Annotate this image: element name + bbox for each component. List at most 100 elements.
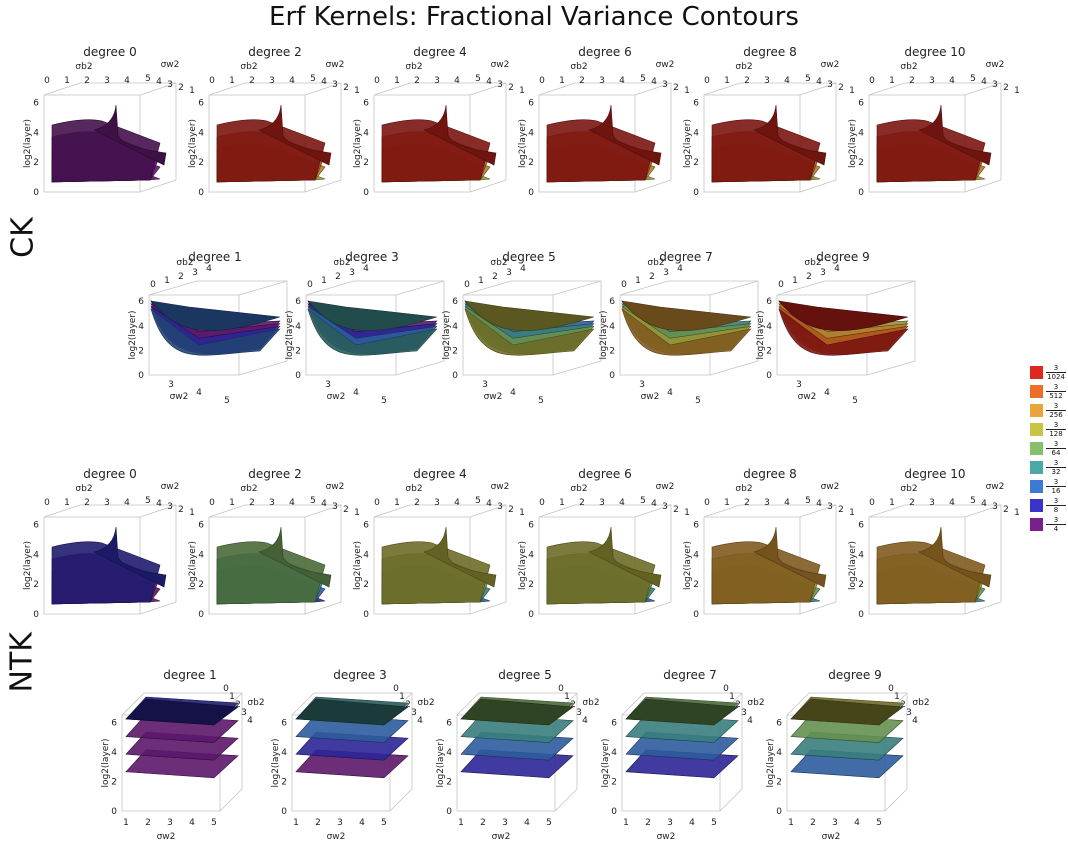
z-tick-label: 0 xyxy=(198,188,204,198)
sb-axis-label: σb2 xyxy=(75,62,92,72)
sb-axis-label: σb2 xyxy=(247,698,264,708)
box-edge xyxy=(799,601,837,615)
sb-tick-label: 2 xyxy=(414,76,420,86)
sb-tick-label: 3 xyxy=(576,708,582,718)
sw-tick-label: 5 xyxy=(970,74,976,84)
z-axis-label: log2(layer) xyxy=(188,119,198,168)
sb-tick-label: 0 xyxy=(223,684,229,694)
sb-axis-label: σb2 xyxy=(735,484,752,494)
panel-title: degree 7 xyxy=(659,250,713,264)
sw-tick-label: 2 xyxy=(1003,83,1009,93)
sw-tick-label: 3 xyxy=(167,502,173,512)
sb-tick-label: 4 xyxy=(619,76,625,86)
box-edge xyxy=(373,504,411,518)
z-tick-label: 4 xyxy=(766,322,772,332)
surface-3-256 xyxy=(876,541,986,605)
legend-numerator: 3 xyxy=(1046,440,1066,449)
z-tick-label: 2 xyxy=(33,158,39,168)
z-axis-label: log2(layer) xyxy=(601,738,611,787)
legend-denominator: 1024 xyxy=(1047,373,1065,381)
sb-tick-label: 2 xyxy=(249,76,255,86)
sb-tick-label: 0 xyxy=(704,76,710,86)
box-edge xyxy=(799,179,837,193)
sw-tick-label: 4 xyxy=(321,499,327,509)
legend-numerator: 3 xyxy=(1046,497,1066,506)
surface-3-64 xyxy=(216,541,326,605)
sb-tick-label: 3 xyxy=(764,76,770,86)
sw-tick-label: 4 xyxy=(981,77,987,87)
sb-tick-label: 4 xyxy=(363,264,369,274)
box-edge xyxy=(964,179,1002,193)
box-edge xyxy=(703,82,741,96)
legend-item: 3 128 xyxy=(1030,421,1066,440)
z-tick-label: 4 xyxy=(33,550,39,560)
legend-numerator: 3 xyxy=(1046,364,1066,373)
panel-title: degree 5 xyxy=(498,668,552,682)
sb-tick-label: 2 xyxy=(335,272,341,282)
sb-axis-label: σb2 xyxy=(570,484,587,494)
sb-tick-label: 2 xyxy=(579,76,585,86)
surface-3-8 xyxy=(51,541,161,605)
box-edge xyxy=(719,788,743,812)
surface-back-sheet xyxy=(621,300,751,331)
z-axis-label: log2(layer) xyxy=(756,310,766,359)
sw-tick-label: 4 xyxy=(816,77,822,87)
sw-tick-label: 1 xyxy=(1014,86,1020,96)
z-tick-label: 4 xyxy=(363,128,369,138)
sb-tick-label: 4 xyxy=(582,716,588,726)
z-tick-label: 4 xyxy=(528,128,534,138)
z-tick-label: 2 xyxy=(858,158,864,168)
surface-back-sheet xyxy=(150,300,280,331)
sb-tick-label: 1 xyxy=(164,276,170,286)
sw-tick-label: 5 xyxy=(381,818,387,828)
legend: 3 1024 3 512 3 256 3 128 3 64 3 32 3 16 3 8 3 4 xyxy=(1030,364,1066,535)
sb-tick-label: 0 xyxy=(558,684,564,694)
sw-tick-label: 2 xyxy=(838,83,844,93)
box-edge xyxy=(866,360,916,376)
legend-label: 3 64 xyxy=(1046,440,1066,457)
z-axis-label: log2(layer) xyxy=(128,310,138,359)
z-tick-label: 6 xyxy=(198,520,204,530)
box-edge xyxy=(964,504,1002,518)
sw-tick-label: 1 xyxy=(189,86,195,96)
sw-tick-label: 3 xyxy=(796,380,802,390)
sb-tick-label: 1 xyxy=(724,76,730,86)
panel-title: degree 8 xyxy=(743,467,797,481)
z-tick-label: 4 xyxy=(281,748,287,758)
sb-tick-label: 1 xyxy=(889,498,895,508)
sb-tick-label: 4 xyxy=(124,76,130,86)
sb-tick-label: 3 xyxy=(599,498,605,508)
surface-3-128 xyxy=(546,541,656,605)
box-edge xyxy=(634,82,672,96)
box-edge xyxy=(799,82,837,96)
sb-tick-label: 1 xyxy=(229,692,235,702)
sw-axis-label: σw2 xyxy=(491,482,510,492)
sb-tick-label: 3 xyxy=(599,76,605,86)
legend-numerator: 3 xyxy=(1046,459,1066,468)
z-axis-label: log2(layer) xyxy=(766,738,776,787)
legend-denominator: 512 xyxy=(1049,392,1063,400)
sw-tick-label: 3 xyxy=(325,380,331,390)
sw-axis-label: σw2 xyxy=(326,60,345,70)
sw-tick-label: 3 xyxy=(639,380,645,390)
sb-tick-label: 2 xyxy=(492,272,498,282)
sb-tick-label: 4 xyxy=(206,264,212,274)
z-tick-label: 6 xyxy=(363,520,369,530)
sw-tick-label: 2 xyxy=(178,83,184,93)
z-axis-label: log2(layer) xyxy=(285,310,295,359)
box-edge xyxy=(121,692,145,716)
z-axis-label: log2(layer) xyxy=(353,541,363,590)
box-edge xyxy=(634,179,672,193)
legend-denominator: 64 xyxy=(1051,449,1061,457)
sb-tick-label: 0 xyxy=(209,76,215,86)
z-tick-label: 6 xyxy=(766,297,772,307)
box-edge xyxy=(304,504,342,518)
sb-tick-label: 0 xyxy=(44,498,50,508)
surface-3-256 xyxy=(711,541,821,605)
panel-title: degree 9 xyxy=(816,250,870,264)
z-axis-label: log2(layer) xyxy=(271,738,281,787)
legend-item: 3 64 xyxy=(1030,440,1066,459)
sb-tick-label: 0 xyxy=(778,280,784,290)
